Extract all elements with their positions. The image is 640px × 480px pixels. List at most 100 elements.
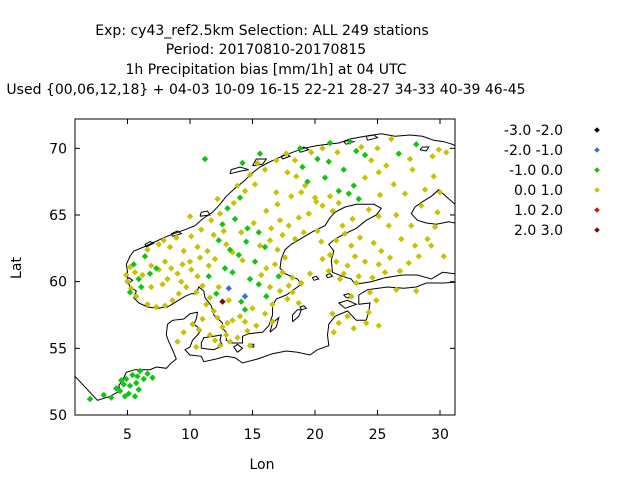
x-tick-label: 25 bbox=[369, 427, 387, 443]
station-point bbox=[135, 275, 142, 283]
station-point bbox=[179, 261, 186, 268]
legend-label: -3.0 -2.0 bbox=[504, 123, 563, 139]
station-point bbox=[144, 246, 151, 253]
station-point bbox=[243, 238, 250, 245]
station-point bbox=[409, 166, 416, 173]
station-point bbox=[251, 258, 259, 265]
station-point bbox=[345, 190, 352, 197]
station-point bbox=[130, 261, 137, 268]
station-point bbox=[436, 189, 444, 196]
station-point bbox=[216, 342, 224, 349]
station-point bbox=[148, 283, 155, 291]
station-point bbox=[204, 247, 211, 255]
station-point bbox=[135, 386, 142, 393]
station-point bbox=[348, 293, 355, 300]
y-tick-label: 65 bbox=[49, 208, 67, 224]
station-point bbox=[299, 163, 306, 171]
coastline-9 bbox=[229, 166, 249, 175]
coastline-23 bbox=[419, 146, 430, 152]
station-point bbox=[336, 275, 344, 283]
coastline-1 bbox=[125, 133, 455, 344]
station-point bbox=[255, 281, 262, 288]
station-point bbox=[353, 279, 360, 287]
station-point bbox=[374, 145, 381, 152]
legend-label: 1.0 2.0 bbox=[514, 203, 563, 219]
station-point bbox=[401, 190, 409, 197]
station-point bbox=[263, 293, 270, 300]
station-point bbox=[276, 287, 284, 295]
coastline-3 bbox=[292, 309, 303, 323]
station-point bbox=[375, 213, 382, 220]
station-point bbox=[356, 234, 364, 241]
station-point bbox=[180, 247, 187, 255]
station-point bbox=[355, 273, 362, 280]
station-point bbox=[398, 235, 405, 243]
station-point bbox=[298, 279, 305, 287]
coastline-0 bbox=[75, 281, 455, 401]
coastline-10 bbox=[252, 158, 268, 167]
station-point bbox=[261, 310, 269, 317]
station-point bbox=[86, 395, 94, 403]
coastline-7 bbox=[337, 299, 358, 309]
station-point bbox=[231, 215, 239, 223]
station-point bbox=[313, 198, 320, 205]
title-block: Exp: cy43_ref2.5km Selection: ALL 249 st… bbox=[6, 23, 525, 98]
station-point bbox=[266, 237, 274, 244]
station-point bbox=[219, 298, 226, 305]
station-point bbox=[126, 289, 134, 296]
station-point bbox=[330, 329, 337, 336]
station-point bbox=[329, 207, 336, 215]
station-point bbox=[161, 258, 169, 265]
coastline-4 bbox=[269, 316, 280, 333]
x-tick-label: 10 bbox=[181, 427, 199, 443]
station-point bbox=[361, 258, 369, 265]
legend-marker bbox=[594, 147, 600, 153]
station-point bbox=[386, 254, 394, 261]
station-point bbox=[164, 275, 171, 283]
coastline-14 bbox=[170, 230, 183, 237]
station-point bbox=[230, 199, 237, 207]
coastline-19 bbox=[365, 134, 379, 141]
station-point bbox=[219, 323, 226, 331]
station-point bbox=[126, 382, 134, 389]
station-point bbox=[291, 157, 299, 164]
title-line-2: Period: 20170810-20170815 bbox=[166, 42, 366, 58]
station-point bbox=[238, 298, 245, 305]
station-point bbox=[298, 189, 305, 196]
station-point bbox=[281, 254, 289, 261]
station-point bbox=[339, 222, 346, 229]
station-point bbox=[144, 370, 151, 377]
station-point bbox=[138, 283, 145, 291]
station-point bbox=[296, 145, 304, 152]
station-point bbox=[123, 375, 130, 383]
station-point bbox=[405, 259, 412, 267]
station-point bbox=[236, 313, 244, 320]
station-point bbox=[169, 297, 176, 304]
station-point bbox=[206, 294, 214, 301]
station-point bbox=[424, 235, 431, 243]
station-point bbox=[224, 319, 231, 327]
station-point bbox=[210, 307, 217, 315]
station-point bbox=[274, 201, 281, 208]
station-point bbox=[241, 293, 249, 300]
station-point bbox=[160, 237, 167, 244]
x-tick-label: 30 bbox=[431, 427, 449, 443]
station-point bbox=[318, 238, 325, 245]
station-point bbox=[208, 217, 215, 224]
station-point bbox=[246, 171, 254, 179]
station-point bbox=[254, 159, 261, 167]
station-point bbox=[234, 334, 241, 341]
station-point bbox=[244, 225, 251, 232]
station-point bbox=[326, 251, 334, 259]
station-point bbox=[251, 181, 259, 188]
station-point bbox=[238, 229, 245, 236]
y-axis: 50 55 60 65 70 bbox=[49, 141, 455, 424]
station-point bbox=[229, 317, 236, 324]
station-point bbox=[340, 270, 347, 277]
station-point bbox=[431, 223, 439, 231]
station-point bbox=[434, 209, 441, 216]
x-tick-label: 5 bbox=[123, 427, 132, 443]
station-point bbox=[131, 269, 139, 276]
coastline-13 bbox=[199, 210, 211, 217]
